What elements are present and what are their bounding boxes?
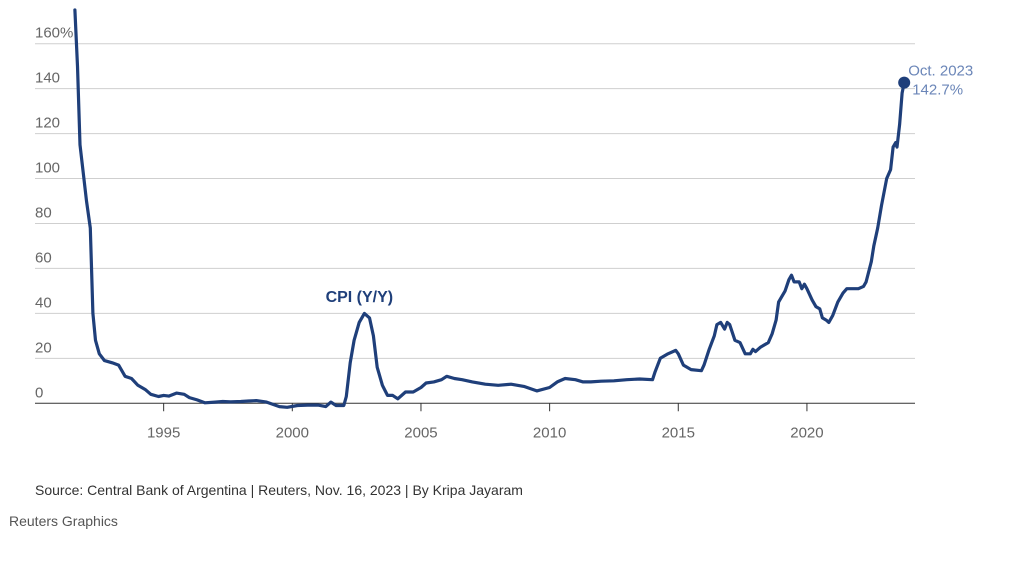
endpoint-date-label: Oct. 2023 bbox=[908, 63, 973, 80]
x-tick-label: 2010 bbox=[533, 424, 566, 441]
x-tick-label: 2005 bbox=[404, 424, 437, 441]
y-axis-ticks: 0 20 40 60 80 100 120 140 160% bbox=[35, 25, 73, 402]
y-tick-label: 60 bbox=[35, 249, 52, 266]
y-tick-label: 140 bbox=[35, 70, 60, 87]
series-label: CPI (Y/Y) bbox=[326, 289, 394, 306]
y-tick-label: 160% bbox=[35, 25, 73, 42]
y-tick-label: 100 bbox=[35, 160, 60, 177]
y-tick-label: 80 bbox=[35, 204, 52, 221]
inflation-line-chart: 0 20 40 60 80 100 120 140 160% 1995 2000 2005 2010 2… bbox=[35, 8, 973, 441]
x-tick-label: 1995 bbox=[147, 424, 180, 441]
endpoint-marker bbox=[898, 76, 911, 89]
brand-credit: Reuters Graphics bbox=[9, 513, 118, 529]
x-tick-label: 2020 bbox=[790, 424, 823, 441]
y-tick-label: 40 bbox=[35, 294, 52, 311]
x-tick-label: 2015 bbox=[662, 424, 695, 441]
y-tick-label: 0 bbox=[35, 384, 43, 401]
x-axis-ticks: 1995 2000 2005 2010 2015 2020 bbox=[147, 403, 824, 441]
gridlines bbox=[35, 43, 915, 359]
source-note: Source: Central Bank of Argentina | Reut… bbox=[35, 482, 523, 498]
x-tick-label: 2000 bbox=[276, 424, 309, 441]
cpi-series-line bbox=[73, 8, 906, 409]
y-tick-label: 20 bbox=[35, 339, 52, 356]
y-tick-label: 120 bbox=[35, 115, 60, 132]
endpoint-value-label: 142.7% bbox=[912, 82, 963, 99]
